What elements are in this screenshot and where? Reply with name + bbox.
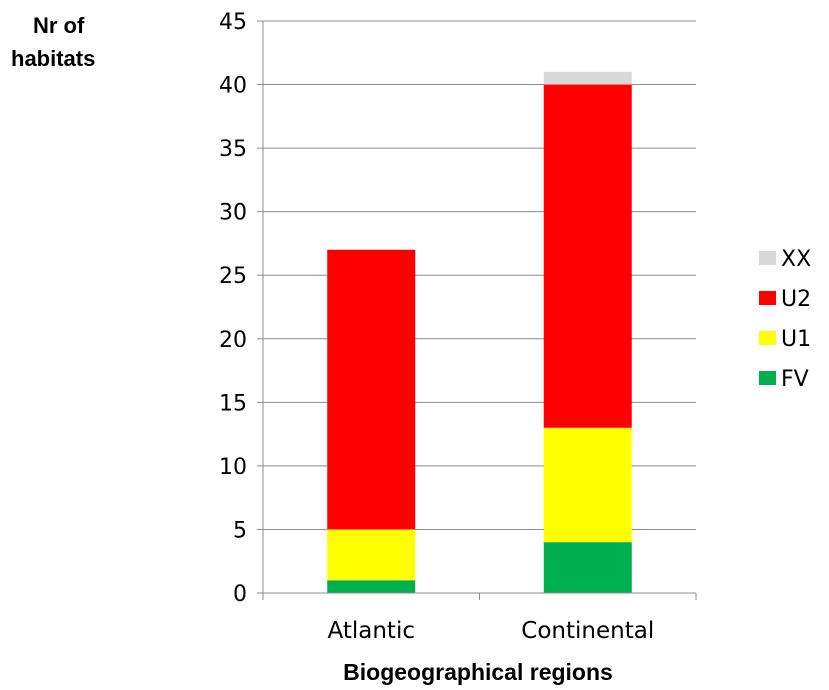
y-tick-labels: 0 5 10 15 20 25 30 35 40 45 bbox=[219, 10, 247, 607]
x-category-labels: Atlantic Continental bbox=[328, 618, 655, 644]
bar-segment-u2-continental bbox=[543, 84, 632, 428]
y-tick-label: 20 bbox=[219, 328, 247, 353]
bar-segment-fv-continental bbox=[543, 542, 632, 593]
y-axis-title-line-2: habitats bbox=[11, 46, 95, 71]
legend-swatch-u1 bbox=[759, 331, 776, 345]
y-tick-label: 10 bbox=[219, 455, 247, 480]
x-category-label: Continental bbox=[521, 618, 654, 644]
bars bbox=[327, 71, 632, 593]
legend-label-u2: U2 bbox=[781, 287, 811, 312]
legend-swatch-u2 bbox=[759, 291, 776, 305]
y-tick-label: 15 bbox=[219, 391, 247, 416]
legend-label-u1: U1 bbox=[781, 327, 811, 352]
bar-segment-u1-atlantic bbox=[327, 529, 416, 581]
y-axis-title-line-1: Nr of bbox=[33, 13, 85, 38]
legend-swatch-xx bbox=[759, 251, 776, 265]
bar-segment-fv-atlantic bbox=[327, 580, 416, 593]
y-tick-label: 30 bbox=[219, 201, 247, 226]
legend-label-xx: XX bbox=[781, 247, 811, 272]
x-axis-title: Biogeographical regions bbox=[343, 659, 613, 685]
axes bbox=[262, 21, 697, 600]
bar-segment-xx-continental bbox=[543, 71, 632, 85]
x-category-label: Atlantic bbox=[328, 618, 415, 644]
bar-segment-u2-atlantic bbox=[327, 249, 416, 530]
y-tick-label: 25 bbox=[219, 264, 247, 289]
y-tick-label: 0 bbox=[233, 582, 247, 607]
y-tick-label: 35 bbox=[219, 137, 247, 162]
legend-swatch-fv bbox=[759, 371, 776, 385]
y-tick-label: 40 bbox=[219, 74, 247, 99]
legend: XX U2 U1 FV bbox=[759, 247, 811, 392]
bar-segment-u1-continental bbox=[543, 427, 632, 543]
legend-label-fv: FV bbox=[781, 367, 809, 392]
y-tick-label: 5 bbox=[233, 518, 247, 543]
y-tick-label: 45 bbox=[219, 10, 247, 35]
